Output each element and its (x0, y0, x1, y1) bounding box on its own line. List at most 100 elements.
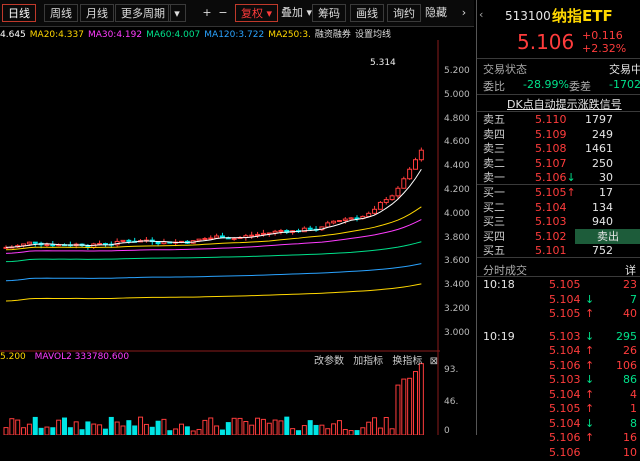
tab-more-periods[interactable]: 更多周期 (115, 4, 171, 22)
candle (366, 212, 372, 217)
tab-daily[interactable]: 日线 (2, 4, 36, 22)
ma-legend-item[interactable]: 设置均线 (354, 30, 391, 40)
level-volume: 1461 (585, 142, 613, 155)
level-price: 5.108 (535, 142, 567, 155)
volume-bar (360, 427, 366, 435)
trade-price: 5.104 (549, 344, 581, 357)
volume-bar (354, 430, 360, 435)
caret-down-icon[interactable]: ▾ (168, 4, 186, 22)
volume-bar (249, 424, 255, 435)
trade-volume: 1 (630, 402, 637, 415)
trade-volume: 26 (623, 344, 637, 357)
chips-button[interactable]: 筹码 (312, 4, 346, 22)
candlestick-chart[interactable] (0, 40, 440, 435)
volume-ma-value: MAVOL2 333780.600 (34, 352, 130, 362)
weicha-value: -1702 (609, 78, 640, 91)
candle (401, 178, 407, 189)
plus-icon[interactable]: + (202, 6, 212, 19)
candle (44, 243, 50, 246)
ma-legend-item: 4.645 (0, 30, 26, 40)
tab-monthly[interactable]: 月线 (80, 4, 114, 22)
sell-level-row[interactable]: 卖五 5.110 1797 (477, 112, 640, 127)
price-axis-tick: 3.200 (444, 304, 470, 314)
quote-panel: ‹ 513100 纳指ETF 5.106 +0.116 +2.32% 交易状态 … (476, 0, 640, 459)
sell-level-row[interactable]: 卖二 5.107 250 (477, 156, 640, 171)
close-icon[interactable]: ⊠ (429, 356, 438, 367)
volume-bar (132, 425, 138, 435)
volume-bar (79, 429, 85, 435)
level-label: 买三 (483, 215, 505, 228)
candle (26, 241, 32, 245)
buy-level-row[interactable]: 买一 5.105↑ 17 (477, 185, 640, 200)
ma-legend-item[interactable]: 融资融券 (314, 30, 351, 40)
chevron-left-icon[interactable]: ‹ (479, 8, 484, 21)
sell-level-row[interactable]: 卖一 5.106↓ 30 (477, 170, 640, 185)
buy-level-row[interactable]: 买三 5.103 940 (477, 214, 640, 229)
volume-bar (190, 430, 196, 435)
trades-detail-button[interactable]: 详 (625, 264, 636, 277)
level-price: 5.110 (535, 113, 567, 126)
price-axis-tick: 3.600 (444, 256, 470, 267)
minus-icon[interactable]: − (218, 6, 228, 19)
buy-level-row[interactable]: 买五 5.101 752 (477, 243, 640, 258)
ma-legend-item: MA30:4.192 (87, 30, 143, 40)
down-arrow-icon: ↓ (585, 416, 595, 430)
weicha-label: 委差 (569, 80, 591, 93)
candle (255, 233, 261, 236)
volume-bar (32, 416, 38, 435)
trade-price: 5.103 (549, 329, 581, 343)
trade-row: 5.105 ↑ 1 (477, 401, 640, 417)
price-axis-tick: 5.000 (444, 89, 470, 100)
dk-signal-link[interactable]: DK点自动提示涨跌信号 (507, 98, 622, 111)
candle (372, 208, 378, 214)
sell-level-row[interactable]: 卖四 5.109 249 (477, 127, 640, 142)
trade-volume: 106 (616, 358, 637, 372)
trade-price: 5.106 (549, 445, 581, 459)
volume-bar (325, 428, 331, 435)
candle (231, 237, 237, 240)
tab-weekly[interactable]: 周线 (44, 4, 78, 22)
volume-bar (237, 417, 243, 435)
fuquan-button[interactable]: 复权 ▾ (235, 4, 279, 22)
buy-level-row[interactable]: 买二 5.104 134 (477, 200, 640, 215)
down-arrow-icon: ↓ (585, 329, 595, 343)
trade-price: 5.106 (549, 358, 581, 372)
hide-button[interactable]: 隐藏 (425, 6, 447, 19)
switch-indicator-button[interactable]: 换指标 (392, 356, 423, 367)
candle (249, 234, 255, 237)
trade-row: 10:19 5.103 ↓ 295 (477, 329, 640, 345)
candle (331, 220, 337, 224)
volume-bar (91, 423, 97, 435)
volume-bar (413, 371, 418, 435)
inquiry-button[interactable]: 询约 (387, 4, 421, 22)
overlay-button[interactable]: 叠加 ▾ (281, 6, 313, 19)
volume-bar (266, 422, 272, 435)
volume-bar (389, 428, 395, 435)
volume-bar (44, 426, 50, 435)
candle (336, 220, 342, 223)
level-price: 5.107 (535, 156, 567, 170)
volume-bar (184, 426, 190, 435)
sell-button[interactable]: 卖出 (575, 228, 640, 244)
up-arrow-icon: ↑ (585, 344, 595, 357)
volume-bar (73, 421, 79, 435)
sell-level-row[interactable]: 卖三 5.108 1461 (477, 141, 640, 156)
volume-bar (342, 429, 348, 435)
trade-price: 5.104 (549, 292, 581, 306)
volume-bar (167, 430, 173, 435)
volume-bar (62, 417, 67, 435)
volume-bar (225, 422, 231, 435)
candle (407, 168, 413, 180)
candle (301, 227, 307, 233)
volume-bar (208, 417, 214, 435)
ma-legend-item: MA20:4.337 (29, 30, 84, 40)
trade-price: 5.105 (549, 402, 581, 415)
draw-line-button[interactable]: 画线 (350, 4, 384, 22)
buy-level-row[interactable]: 买四 5.102 卖出 (477, 228, 640, 244)
volume-bar (395, 384, 401, 435)
trade-volume: 10 (623, 445, 637, 459)
change-params-button[interactable]: 改参数 (314, 356, 344, 367)
add-indicator-button[interactable]: 加指标 (353, 356, 384, 367)
level-price: 5.103 (535, 215, 567, 228)
chevron-right-icon[interactable]: › (461, 6, 467, 19)
